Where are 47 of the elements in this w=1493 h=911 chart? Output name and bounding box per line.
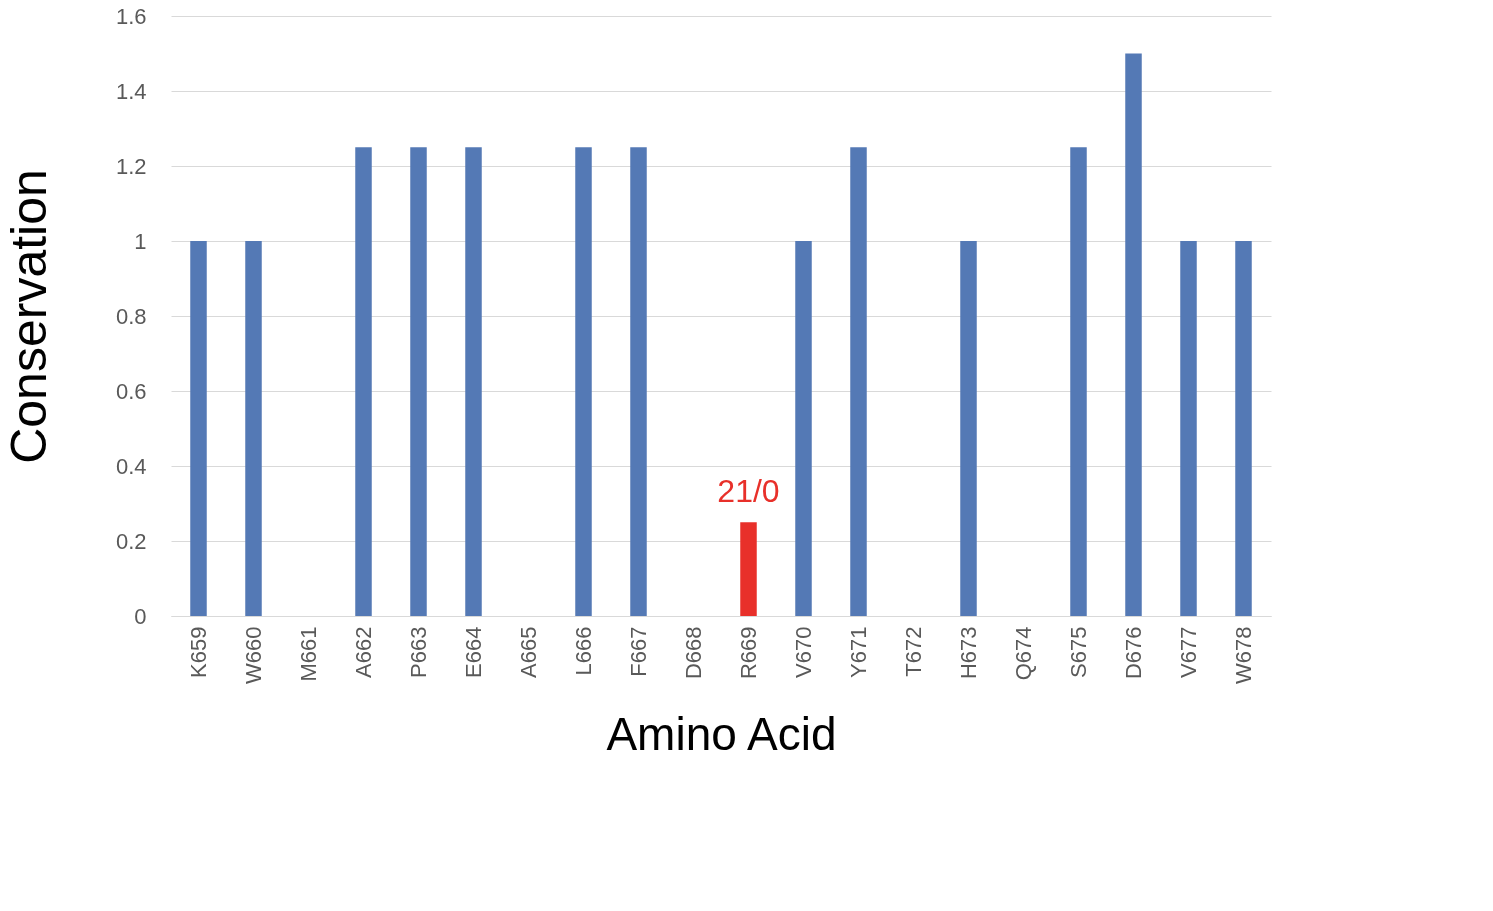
x-tick-label: T672 (900, 626, 926, 677)
bar (190, 241, 207, 616)
y-tick-label: 1.4 (115, 78, 147, 104)
bar (795, 241, 812, 616)
bar (740, 522, 757, 616)
y-tick-label: 0.4 (115, 453, 147, 479)
y-tick-label: 0 (134, 603, 147, 629)
bar (1180, 241, 1197, 616)
bar (1125, 53, 1142, 616)
x-tick-label: D676 (1120, 626, 1146, 680)
annotation: 21/0 (717, 473, 780, 510)
bar (850, 147, 867, 616)
y-tick-label: 0.8 (115, 303, 147, 329)
y-tick-label: 0.2 (115, 528, 147, 554)
y-axis-title: Conservation (0, 169, 57, 464)
x-tick-label: S675 (1065, 626, 1091, 678)
bar (1235, 241, 1252, 616)
x-tick-label: V677 (1175, 626, 1201, 678)
x-tick-label: Q674 (1010, 626, 1036, 681)
x-tick-label: E664 (460, 626, 486, 678)
x-tick-label: A662 (350, 626, 376, 678)
x-tick-label: V670 (790, 626, 816, 678)
bar (960, 241, 977, 616)
x-tick-label: D668 (680, 626, 706, 680)
x-tick-label: H673 (955, 626, 981, 680)
x-tick-label: W660 (240, 626, 266, 684)
x-axis-title: Amino Acid (606, 707, 837, 760)
x-tick-label: F667 (625, 626, 651, 677)
y-tick-label: 0.6 (115, 378, 147, 404)
x-tick-label: W678 (1230, 626, 1256, 684)
y-tick-label: 1.6 (115, 3, 147, 29)
x-tick-label: L666 (570, 626, 596, 676)
x-tick-label: Y671 (845, 626, 871, 678)
x-tick-label: R669 (735, 626, 761, 680)
bar (1070, 147, 1087, 616)
x-tick-label: M661 (295, 626, 321, 682)
x-tick-label: K659 (185, 626, 211, 678)
bar (355, 147, 372, 616)
bar (410, 147, 427, 616)
y-tick-label: 1 (134, 228, 147, 254)
bar (630, 147, 647, 616)
bar (245, 241, 262, 616)
bar (465, 147, 482, 616)
y-tick-label: 1.2 (115, 153, 147, 179)
x-tick-label: A665 (515, 626, 541, 678)
bar (575, 147, 592, 616)
x-tick-label: P663 (405, 626, 431, 678)
